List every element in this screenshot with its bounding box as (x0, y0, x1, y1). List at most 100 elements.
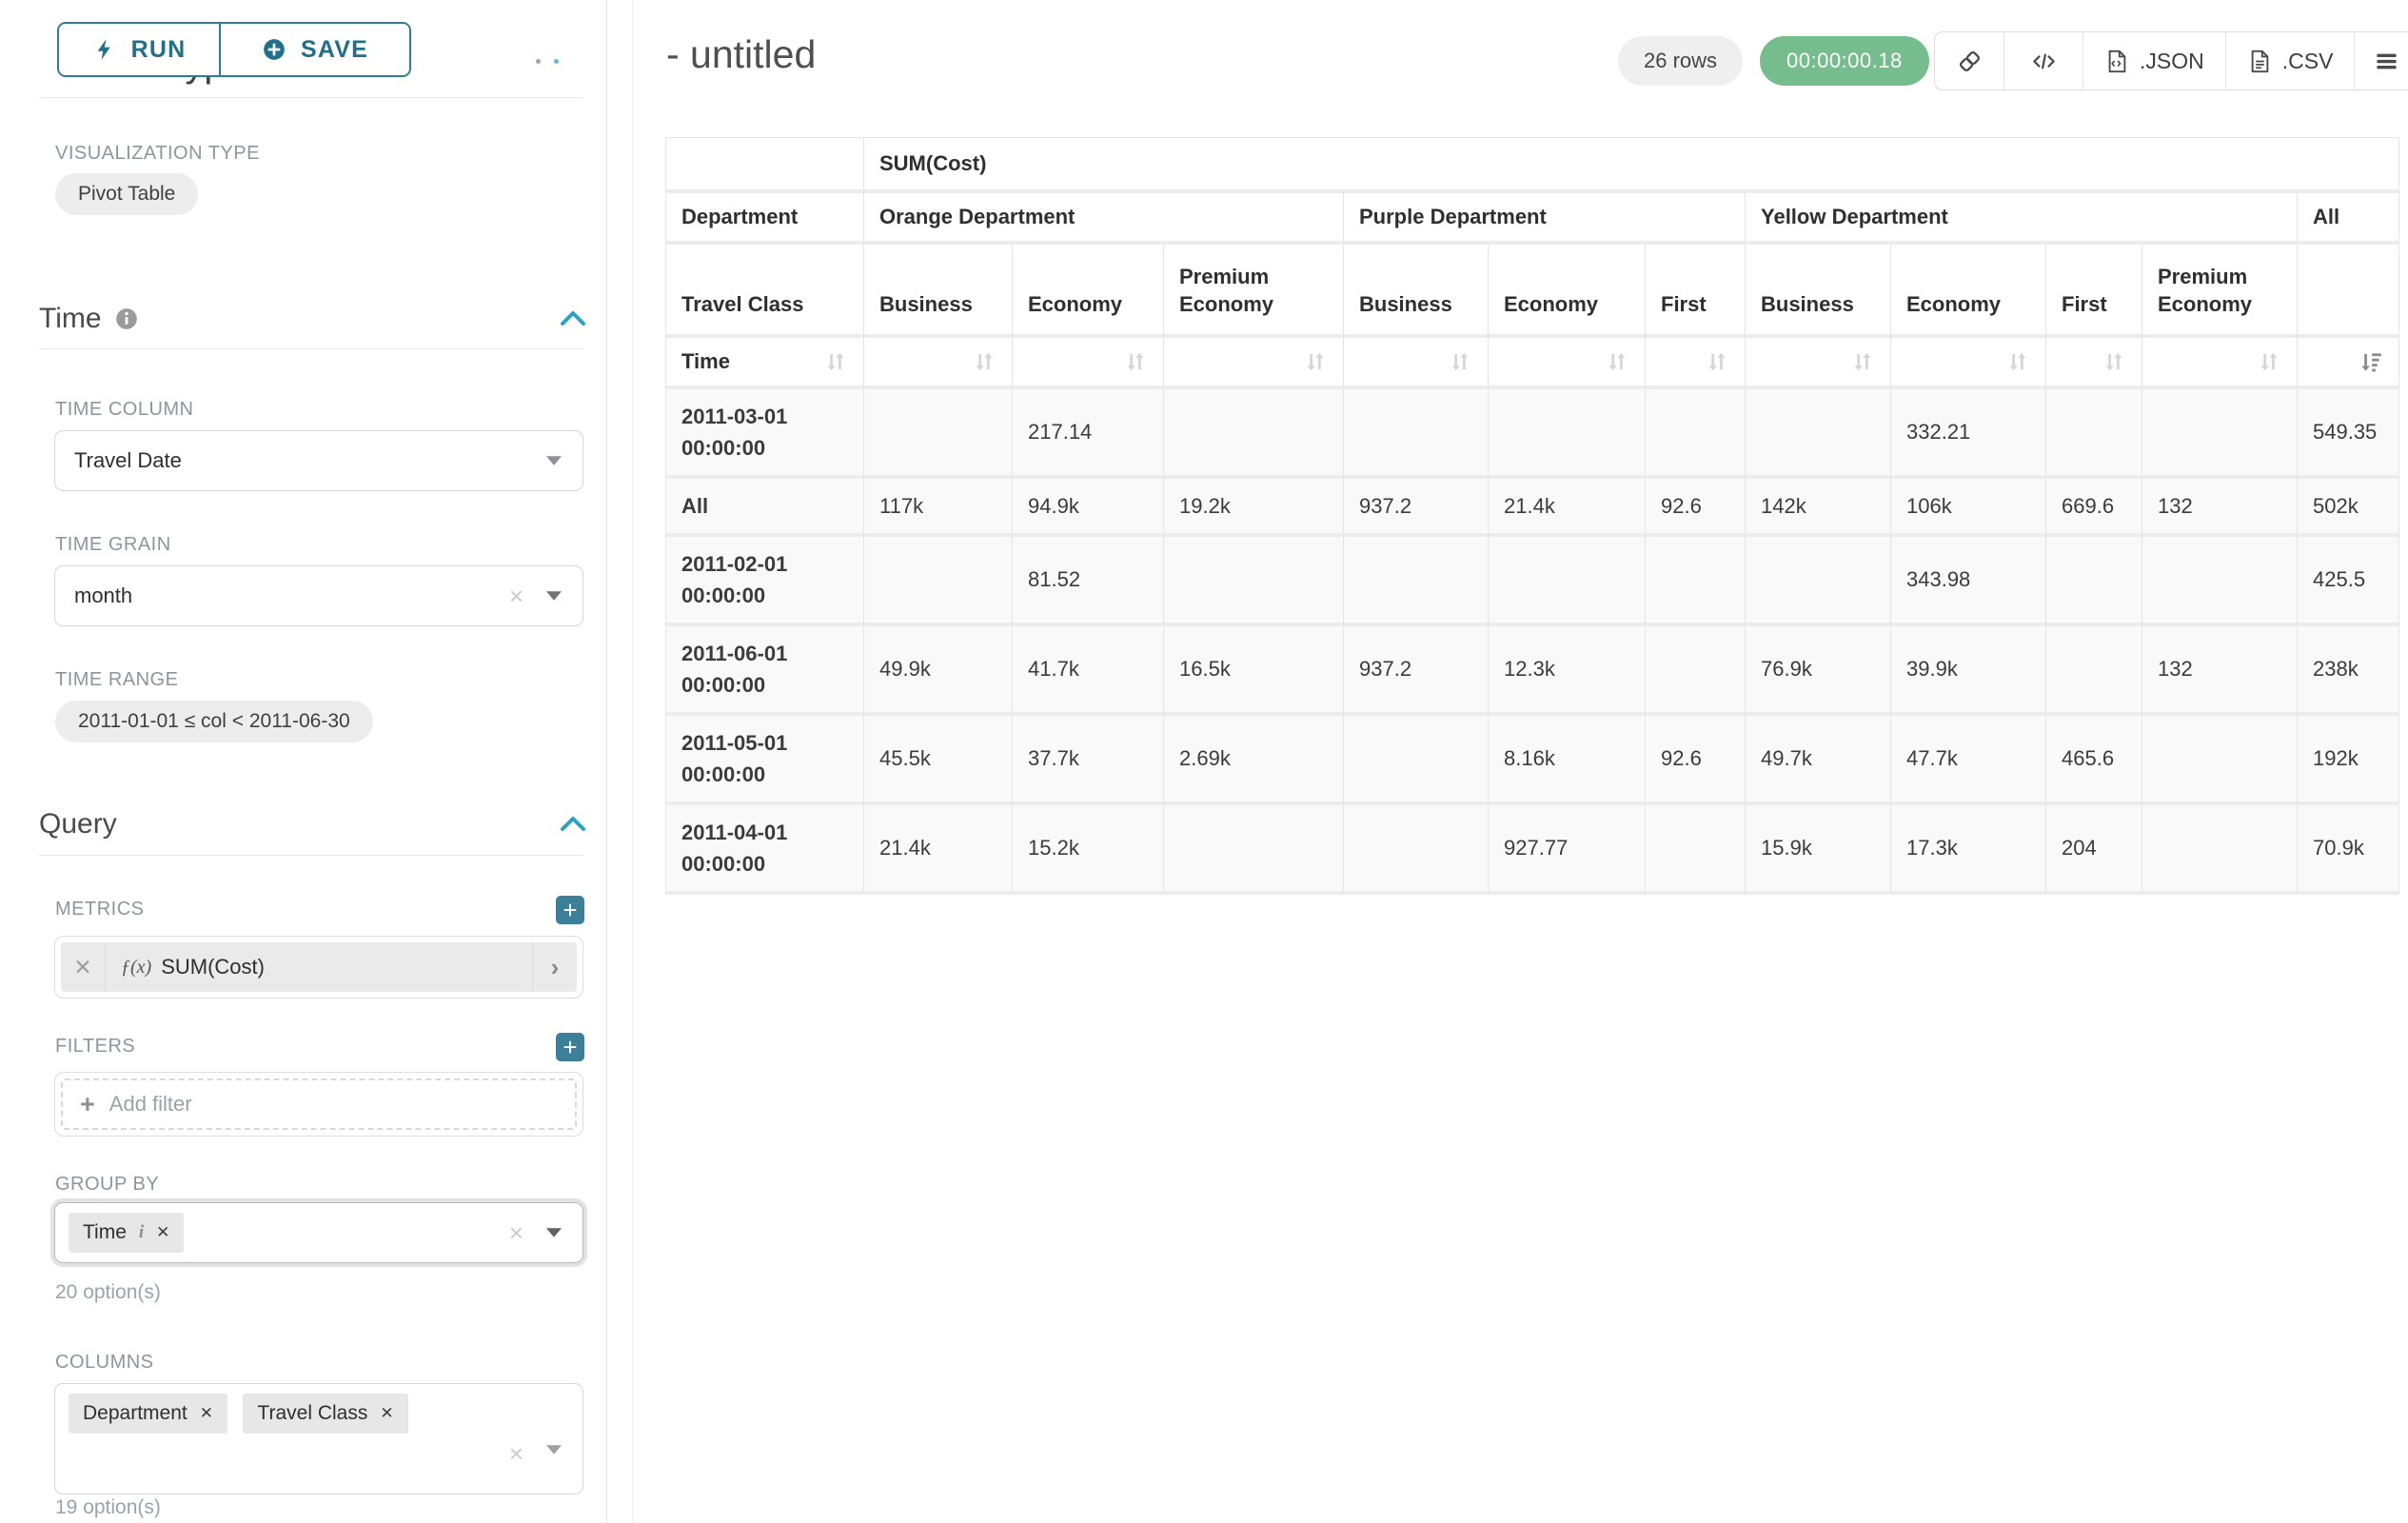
pivot-value-cell: 204 (2046, 805, 2142, 895)
sort-icon[interactable] (823, 349, 848, 374)
export-csv-button[interactable]: .CSV (2226, 32, 2356, 89)
visualization-type-pill[interactable]: Pivot Table (55, 173, 199, 215)
add-filter-plus-button[interactable]: + (556, 1033, 584, 1061)
pivot-sort-cell[interactable] (1344, 338, 1489, 389)
metric-chip[interactable]: ✕ ƒ(x) SUM(Cost) › (61, 942, 577, 992)
pivot-value-cell: 142k (1746, 479, 1891, 537)
info-icon[interactable] (114, 307, 139, 331)
run-save-button-group: RUN SAVE (57, 22, 411, 77)
pivot-class-header: Business (1344, 245, 1489, 338)
export-json-button[interactable]: .JSON (2083, 32, 2226, 89)
add-filter-dropzone[interactable]: + Add filter (61, 1078, 577, 1130)
time-section-collapse-chevron[interactable] (560, 308, 586, 327)
sort-descending-icon[interactable] (2359, 349, 2383, 374)
pivot-sort-cell[interactable] (2046, 338, 2142, 389)
pivot-sort-cell[interactable] (1489, 338, 1646, 389)
time-column-select[interactable]: Travel Date (54, 430, 583, 491)
clear-icon[interactable]: × (508, 1217, 523, 1247)
pivot-data-row: All 117k 94.9k 19.2k 937.2 21.4k 92.6 142k 106k 6… (666, 479, 2399, 537)
pivot-value-cell (1344, 389, 1489, 479)
sort-icon[interactable] (1448, 349, 1472, 374)
sort-icon[interactable] (2005, 349, 2030, 374)
group-by-chip-time[interactable]: Time i ✕ (69, 1213, 185, 1253)
menu-button[interactable] (2355, 32, 2408, 89)
sort-icon[interactable] (1705, 349, 1729, 374)
pivot-sort-cell[interactable] (1746, 338, 1891, 389)
columns-chip-department[interactable]: Department ✕ (69, 1394, 227, 1434)
metrics-container: ✕ ƒ(x) SUM(Cost) › (54, 936, 583, 999)
pivot-value-cell: 81.52 (1013, 537, 1164, 626)
pivot-value-cell (1646, 537, 1746, 626)
pivot-value-cell: 2.69k (1164, 716, 1344, 805)
remove-chip-icon[interactable]: ✕ (380, 1404, 394, 1422)
pivot-row-header: 2011-02-01 00:00:00 (666, 537, 864, 626)
columns-chip-travel-class[interactable]: Travel Class ✕ (243, 1394, 408, 1434)
sort-icon[interactable] (2102, 349, 2126, 374)
time-range-pill[interactable]: 2011-01-01 ≤ col < 2011-06-30 (55, 701, 373, 742)
pivot-value-cell (1746, 389, 1891, 479)
remove-chip-icon[interactable]: ✕ (156, 1223, 170, 1241)
pivot-department-header: All (2298, 193, 2399, 245)
pivot-sort-cell[interactable] (1891, 338, 2046, 389)
caret-down-icon[interactable] (546, 591, 562, 601)
pivot-value-cell (2046, 537, 2142, 626)
view-query-button[interactable] (2004, 32, 2083, 89)
pivot-value-cell: 70.9k (2298, 805, 2399, 895)
time-grain-select[interactable]: month × (54, 565, 583, 626)
pivot-value-cell: 106k (1891, 479, 2046, 537)
group-by-select[interactable]: Time i ✕ × (54, 1202, 583, 1263)
sort-icon[interactable] (1123, 349, 1148, 374)
remove-metric-icon[interactable]: ✕ (61, 942, 106, 992)
query-section-collapse-chevron[interactable] (560, 814, 586, 833)
pivot-value-cell: 343.98 (1891, 537, 2046, 626)
chip-label: Travel Class (257, 1402, 368, 1424)
panel-divider[interactable] (606, 0, 607, 1523)
plus-icon: + (80, 1089, 95, 1118)
pivot-value-cell (2142, 389, 2298, 479)
sort-icon[interactable] (1605, 349, 1629, 374)
sort-icon[interactable] (1850, 349, 1875, 374)
pivot-value-cell: 192k (2298, 716, 2399, 805)
caret-down-icon[interactable] (546, 1445, 562, 1454)
pivot-sort-cell[interactable] (1164, 338, 1344, 389)
time-row-label: Time (681, 349, 730, 373)
dot (536, 59, 541, 64)
pivot-value-cell: 15.2k (1013, 805, 1164, 895)
pivot-value-cell (1164, 389, 1344, 479)
copy-link-button[interactable] (1935, 32, 2004, 89)
add-metric-button[interactable]: + (556, 896, 584, 924)
pivot-value-cell: 937.2 (1344, 479, 1489, 537)
save-button[interactable]: SAVE (221, 24, 409, 75)
pivot-sort-cell[interactable] (1646, 338, 1746, 389)
pivot-value-cell (2142, 805, 2298, 895)
pivot-value-cell: 76.9k (1746, 626, 1891, 716)
pivot-value-cell: 15.9k (1746, 805, 1891, 895)
clear-icon[interactable]: × (508, 582, 523, 610)
pivot-value-cell: 41.7k (1013, 626, 1164, 716)
pivot-sort-cell[interactable] (864, 338, 1013, 389)
pivot-value-cell: 37.7k (1013, 716, 1164, 805)
pivot-class-header: Economy (1013, 245, 1164, 338)
add-filter-label: Add filter (109, 1092, 192, 1116)
pivot-sort-cell-time[interactable]: Time (666, 338, 864, 389)
pivot-department-header: Yellow Department (1746, 193, 2298, 245)
info-icon[interactable]: i (138, 1222, 145, 1242)
caret-down-icon[interactable] (546, 456, 562, 465)
pivot-value-cell: 465.6 (2046, 716, 2142, 805)
pivot-value-cell (1489, 537, 1646, 626)
run-button[interactable]: RUN (59, 24, 221, 75)
caret-down-icon[interactable] (546, 1228, 562, 1237)
pivot-value-cell (2046, 626, 2142, 716)
pivot-sort-cell[interactable] (2298, 338, 2399, 389)
remove-chip-icon[interactable]: ✕ (199, 1404, 213, 1422)
clear-icon[interactable]: × (508, 1439, 523, 1468)
sort-icon[interactable] (972, 349, 997, 374)
pivot-data-row: 2011-03-01 00:00:00 217.14 332.21 549.35 (666, 389, 2399, 479)
pivot-sort-cell[interactable] (1013, 338, 1164, 389)
sort-icon[interactable] (1303, 349, 1328, 374)
sort-icon[interactable] (2257, 349, 2281, 374)
columns-select[interactable]: Department ✕ Travel Class ✕ × (54, 1383, 583, 1494)
expand-metric-chevron-icon[interactable]: › (532, 942, 577, 992)
chart-title[interactable]: - untitled (666, 32, 817, 76)
pivot-sort-cell[interactable] (2142, 338, 2298, 389)
